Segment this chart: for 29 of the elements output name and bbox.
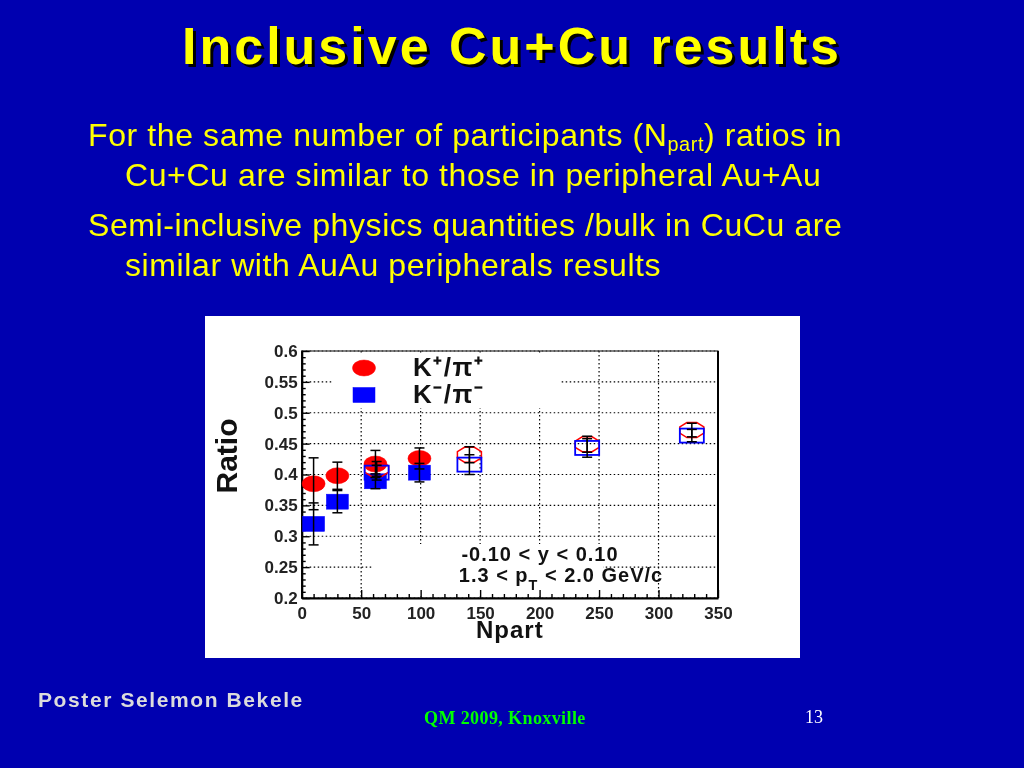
chart-title: Inclusive Cu+Cu results bbox=[181, 16, 843, 76]
y-tick-label: 0.35 bbox=[264, 496, 298, 516]
x-tick-label: 300 bbox=[644, 604, 674, 624]
text: Semi-inclusive physics quantities /bulk in CuCu are similar with AuAu peripherals results bbox=[88, 206, 844, 285]
legend-label: K⁺/π⁺ bbox=[413, 352, 485, 382]
x-tick-label: 50 bbox=[352, 604, 372, 624]
y-axis-title: Ratio bbox=[210, 418, 243, 494]
text: For the same number of participants (N$_{part}$) ratios in Cu+Cu are similar to those in peripheral Au+Au bbox=[88, 116, 844, 195]
y-tick-label: 0.25 bbox=[264, 558, 298, 578]
y-tick-label: 0.2 bbox=[274, 588, 298, 608]
annotation: 1.3 < p$_{T}$ < 2.0 GeV/c bbox=[458, 564, 664, 593]
y-tick-label: 0.45 bbox=[264, 434, 298, 454]
x-tick-label: 0 bbox=[297, 604, 307, 624]
y-tick-label: 0.6 bbox=[274, 341, 298, 361]
point bbox=[408, 464, 431, 481]
y-tick-label: 0.3 bbox=[274, 527, 298, 547]
y-tick-label: 0.5 bbox=[274, 403, 298, 423]
y-tick-label: 0.4 bbox=[274, 465, 299, 485]
text: QM 2009, Knoxville bbox=[424, 707, 586, 730]
annotation: -0.10 < y < 0.10 bbox=[461, 543, 619, 565]
x-tick-label: 250 bbox=[585, 604, 614, 624]
text: 13 bbox=[805, 706, 823, 729]
x-tick-label: 100 bbox=[406, 604, 436, 624]
x-tick-label: 350 bbox=[704, 604, 733, 624]
y-tick-label: 0.55 bbox=[264, 372, 298, 392]
point bbox=[326, 493, 349, 510]
legend-label: K⁻/π⁻ bbox=[413, 379, 485, 409]
text: Poster Selemon Bekele bbox=[38, 688, 304, 712]
point bbox=[301, 475, 326, 493]
